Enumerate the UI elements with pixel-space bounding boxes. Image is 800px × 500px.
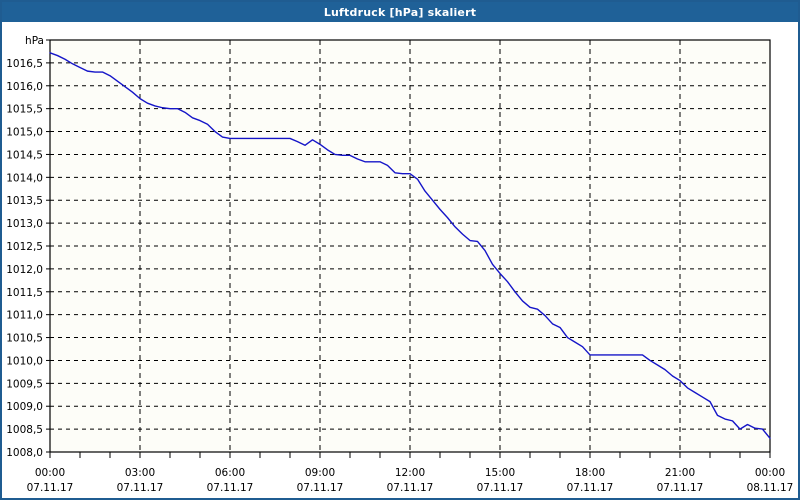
x-axis-time-label: 12:00 bbox=[395, 467, 425, 479]
y-axis-tick-label: 1016,5 bbox=[6, 58, 43, 70]
y-axis-tick-label: 1011,5 bbox=[6, 287, 43, 299]
x-axis-ticks bbox=[49, 452, 771, 458]
x-axis-time-label: 18:00 bbox=[575, 467, 605, 479]
y-axis-tick-label: 1014,5 bbox=[6, 149, 43, 161]
x-axis-time-label: 00:00 bbox=[35, 467, 65, 479]
y-axis-tick-label: 1015,0 bbox=[6, 127, 43, 139]
y-axis-tick-label: 1011,0 bbox=[6, 310, 43, 322]
y-axis-tick-label: 1012,5 bbox=[6, 241, 43, 253]
x-axis-date-label: 08.11.17 bbox=[747, 482, 794, 494]
y-axis-tick-label: 1009,0 bbox=[6, 401, 43, 413]
x-axis-date-label: 07.11.17 bbox=[567, 482, 614, 494]
chart-canvas: 1016,5 1016,0 1015,5 1015,0 1014,5 1014,0 1013… bbox=[2, 22, 798, 498]
x-axis-date-label: 07.11.17 bbox=[117, 482, 164, 494]
x-axis-time-label: 03:00 bbox=[125, 467, 155, 479]
y-axis-tick-label: 1008,0 bbox=[6, 447, 43, 459]
window-title: Luftdruck [hPa] skaliert bbox=[323, 5, 477, 19]
y-axis-ticks bbox=[46, 39, 50, 453]
x-axis-time-label: 15:00 bbox=[485, 467, 515, 479]
y-axis-tick-label: 1013,0 bbox=[6, 218, 43, 230]
y-axis-tick-label: 1014,0 bbox=[6, 172, 43, 184]
x-axis-date-label: 07.11.17 bbox=[657, 482, 704, 494]
y-axis-tick-label: 1016,0 bbox=[6, 81, 43, 93]
y-axis-tick-label: 1015,5 bbox=[6, 104, 43, 116]
x-axis-time-label: 06:00 bbox=[215, 467, 245, 479]
y-axis-tick-label: 1010,5 bbox=[6, 333, 43, 345]
x-axis-time-label: 21:00 bbox=[665, 467, 695, 479]
x-axis-labels: 00:00 07.11.17 03:00 07.11.17 06:00 07.11.17 0… bbox=[27, 467, 794, 494]
y-axis-tick-label: 1009,5 bbox=[6, 378, 43, 390]
x-axis-date-label: 07.11.17 bbox=[297, 482, 344, 494]
x-axis-time-label: 09:00 bbox=[305, 467, 335, 479]
y-axis-tick-label: 1013,5 bbox=[6, 195, 43, 207]
window-titlebar: Luftdruck [hPa] skaliert bbox=[2, 2, 798, 22]
x-axis-date-label: 07.11.17 bbox=[27, 482, 74, 494]
y-axis-unit-label: hPa bbox=[25, 35, 44, 47]
plot-frame bbox=[49, 39, 771, 453]
x-axis-date-label: 07.11.17 bbox=[387, 482, 434, 494]
pressure-line-chart: 1016,5 1016,0 1015,5 1015,0 1014,5 1014,0 1013… bbox=[6, 35, 794, 494]
x-axis-time-label: 00:00 bbox=[755, 467, 785, 479]
y-axis-tick-label: 1010,0 bbox=[6, 355, 43, 367]
y-axis-tick-label: 1008,5 bbox=[6, 424, 43, 436]
y-axis-tick-label: 1012,0 bbox=[6, 264, 43, 276]
x-axis-date-label: 07.11.17 bbox=[207, 482, 254, 494]
y-axis-labels: 1016,5 1016,0 1015,5 1015,0 1014,5 1014,0 1013… bbox=[6, 58, 43, 459]
pressure-series-line bbox=[49, 52, 771, 439]
x-axis-date-label: 07.11.17 bbox=[477, 482, 524, 494]
